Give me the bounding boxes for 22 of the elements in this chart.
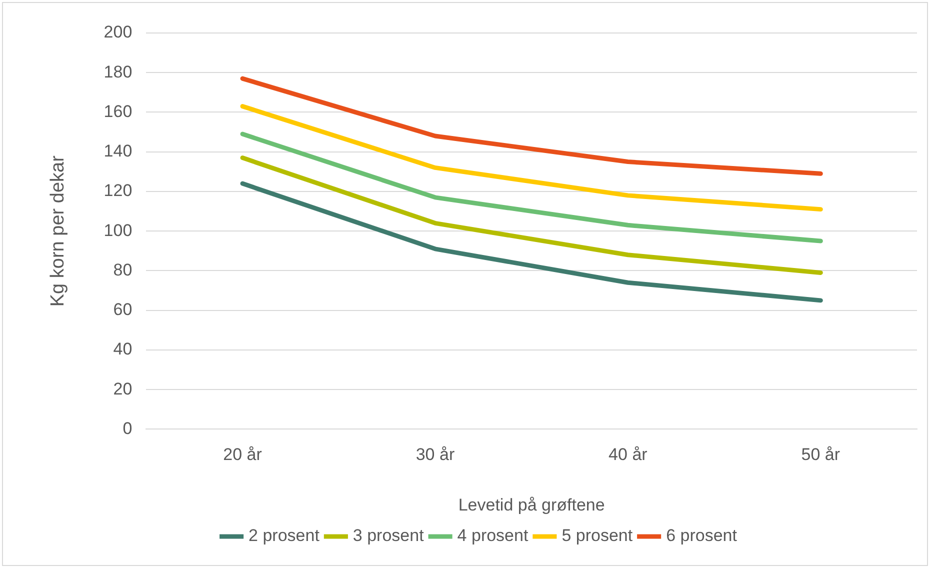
legend-label: 3 prosent: [352, 526, 424, 546]
y-tick-label: 60: [113, 300, 132, 320]
x-tick-label: 40 år: [608, 445, 648, 464]
legend-label: 4 prosent: [457, 526, 528, 546]
y-tick-label: 80: [113, 260, 132, 280]
x-tick-label: 20 år: [223, 445, 262, 464]
y-tick-label: 0: [122, 418, 132, 438]
x-tick-label: 50 år: [801, 445, 840, 464]
y-tick-label: 200: [104, 22, 132, 42]
legend-label: 2 prosent: [248, 526, 320, 546]
x-tick-label: 30 år: [416, 445, 455, 464]
y-tick-label: 160: [104, 102, 132, 121]
y-tick-label: 100: [104, 220, 132, 240]
y-axis-title: Kg korn per dekar: [48, 154, 69, 307]
legend-label: 5 prosent: [562, 526, 633, 546]
y-tick-label: 180: [104, 62, 132, 82]
legend-label: 6 prosent: [666, 526, 738, 546]
x-axis-title: Levetid på grøftene: [458, 495, 605, 514]
y-tick-label: 40: [113, 340, 132, 359]
y-tick-label: 20: [113, 379, 132, 398]
y-tick-label: 120: [104, 181, 132, 200]
y-tick-label: 140: [104, 142, 132, 161]
